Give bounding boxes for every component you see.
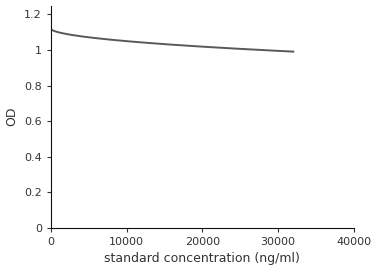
Y-axis label: OD: OD: [6, 107, 18, 127]
X-axis label: standard concentration (ng/ml): standard concentration (ng/ml): [104, 253, 300, 265]
